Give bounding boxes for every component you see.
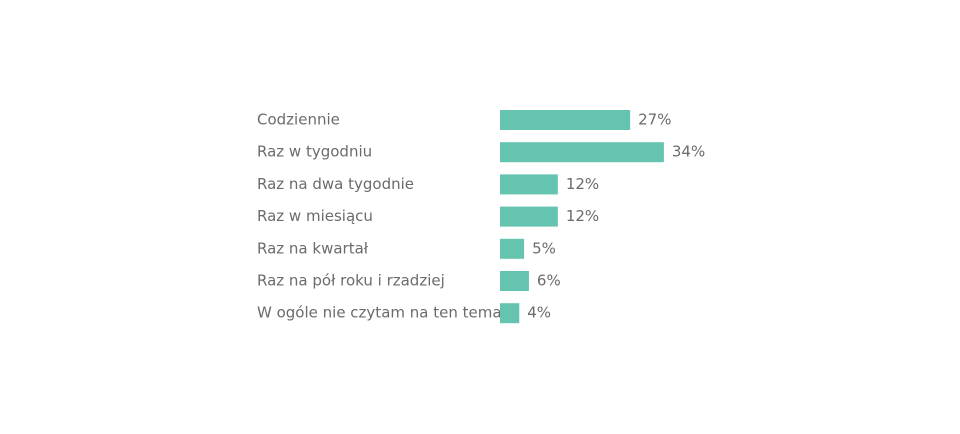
- category-label: Raz w miesiącu: [257, 207, 373, 225]
- value-label: 4%: [527, 304, 551, 322]
- value-label: 5%: [532, 239, 556, 257]
- category-label: Codziennie: [257, 111, 340, 129]
- bar: [500, 238, 525, 259]
- value-label: 12%: [566, 207, 599, 225]
- bar: [500, 271, 529, 291]
- bar: [500, 303, 520, 324]
- category-label: Raz na kwartał: [257, 239, 369, 257]
- category-label: Raz na dwa tygodnie: [257, 175, 414, 193]
- value-label: 34%: [672, 143, 705, 161]
- bar: [500, 142, 664, 163]
- value-label: 27%: [638, 111, 671, 129]
- value-label: 6%: [537, 272, 561, 290]
- bar: [500, 206, 558, 227]
- category-label: Raz w tygodniu: [257, 143, 372, 161]
- value-label: 12%: [566, 175, 599, 193]
- bar: [500, 174, 558, 195]
- bar: [500, 110, 631, 130]
- category-label: W ogóle nie czytam na ten temat: [257, 304, 508, 322]
- category-label: Raz na pół roku i rzadziej: [257, 272, 445, 290]
